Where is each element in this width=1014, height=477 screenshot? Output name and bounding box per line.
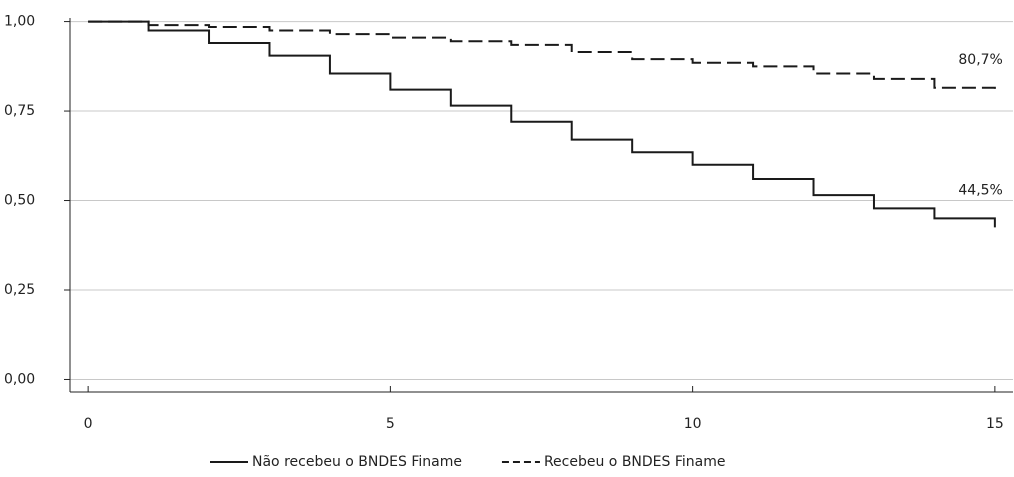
end-label: 80,7% bbox=[958, 52, 1002, 68]
survival-line bbox=[88, 20, 996, 228]
x-tick-label: 5 bbox=[386, 416, 395, 432]
x-tick-label: 15 bbox=[986, 416, 1004, 432]
legend-label: Não recebeu o BNDES Finame bbox=[252, 454, 462, 470]
y-tick-label: 1,00 bbox=[4, 14, 35, 30]
end-label: 44,5% bbox=[958, 182, 1002, 198]
y-tick-label: 0,00 bbox=[4, 371, 35, 387]
legend-label: Recebeu o BNDES Finame bbox=[544, 454, 726, 470]
y-tick-label: 0,25 bbox=[4, 282, 35, 298]
x-tick-label: 0 bbox=[84, 416, 93, 432]
x-tick-label: 10 bbox=[684, 416, 702, 432]
y-tick-label: 0,75 bbox=[4, 103, 35, 119]
y-tick-label: 0,50 bbox=[4, 193, 35, 209]
survival-line bbox=[88, 20, 996, 94]
